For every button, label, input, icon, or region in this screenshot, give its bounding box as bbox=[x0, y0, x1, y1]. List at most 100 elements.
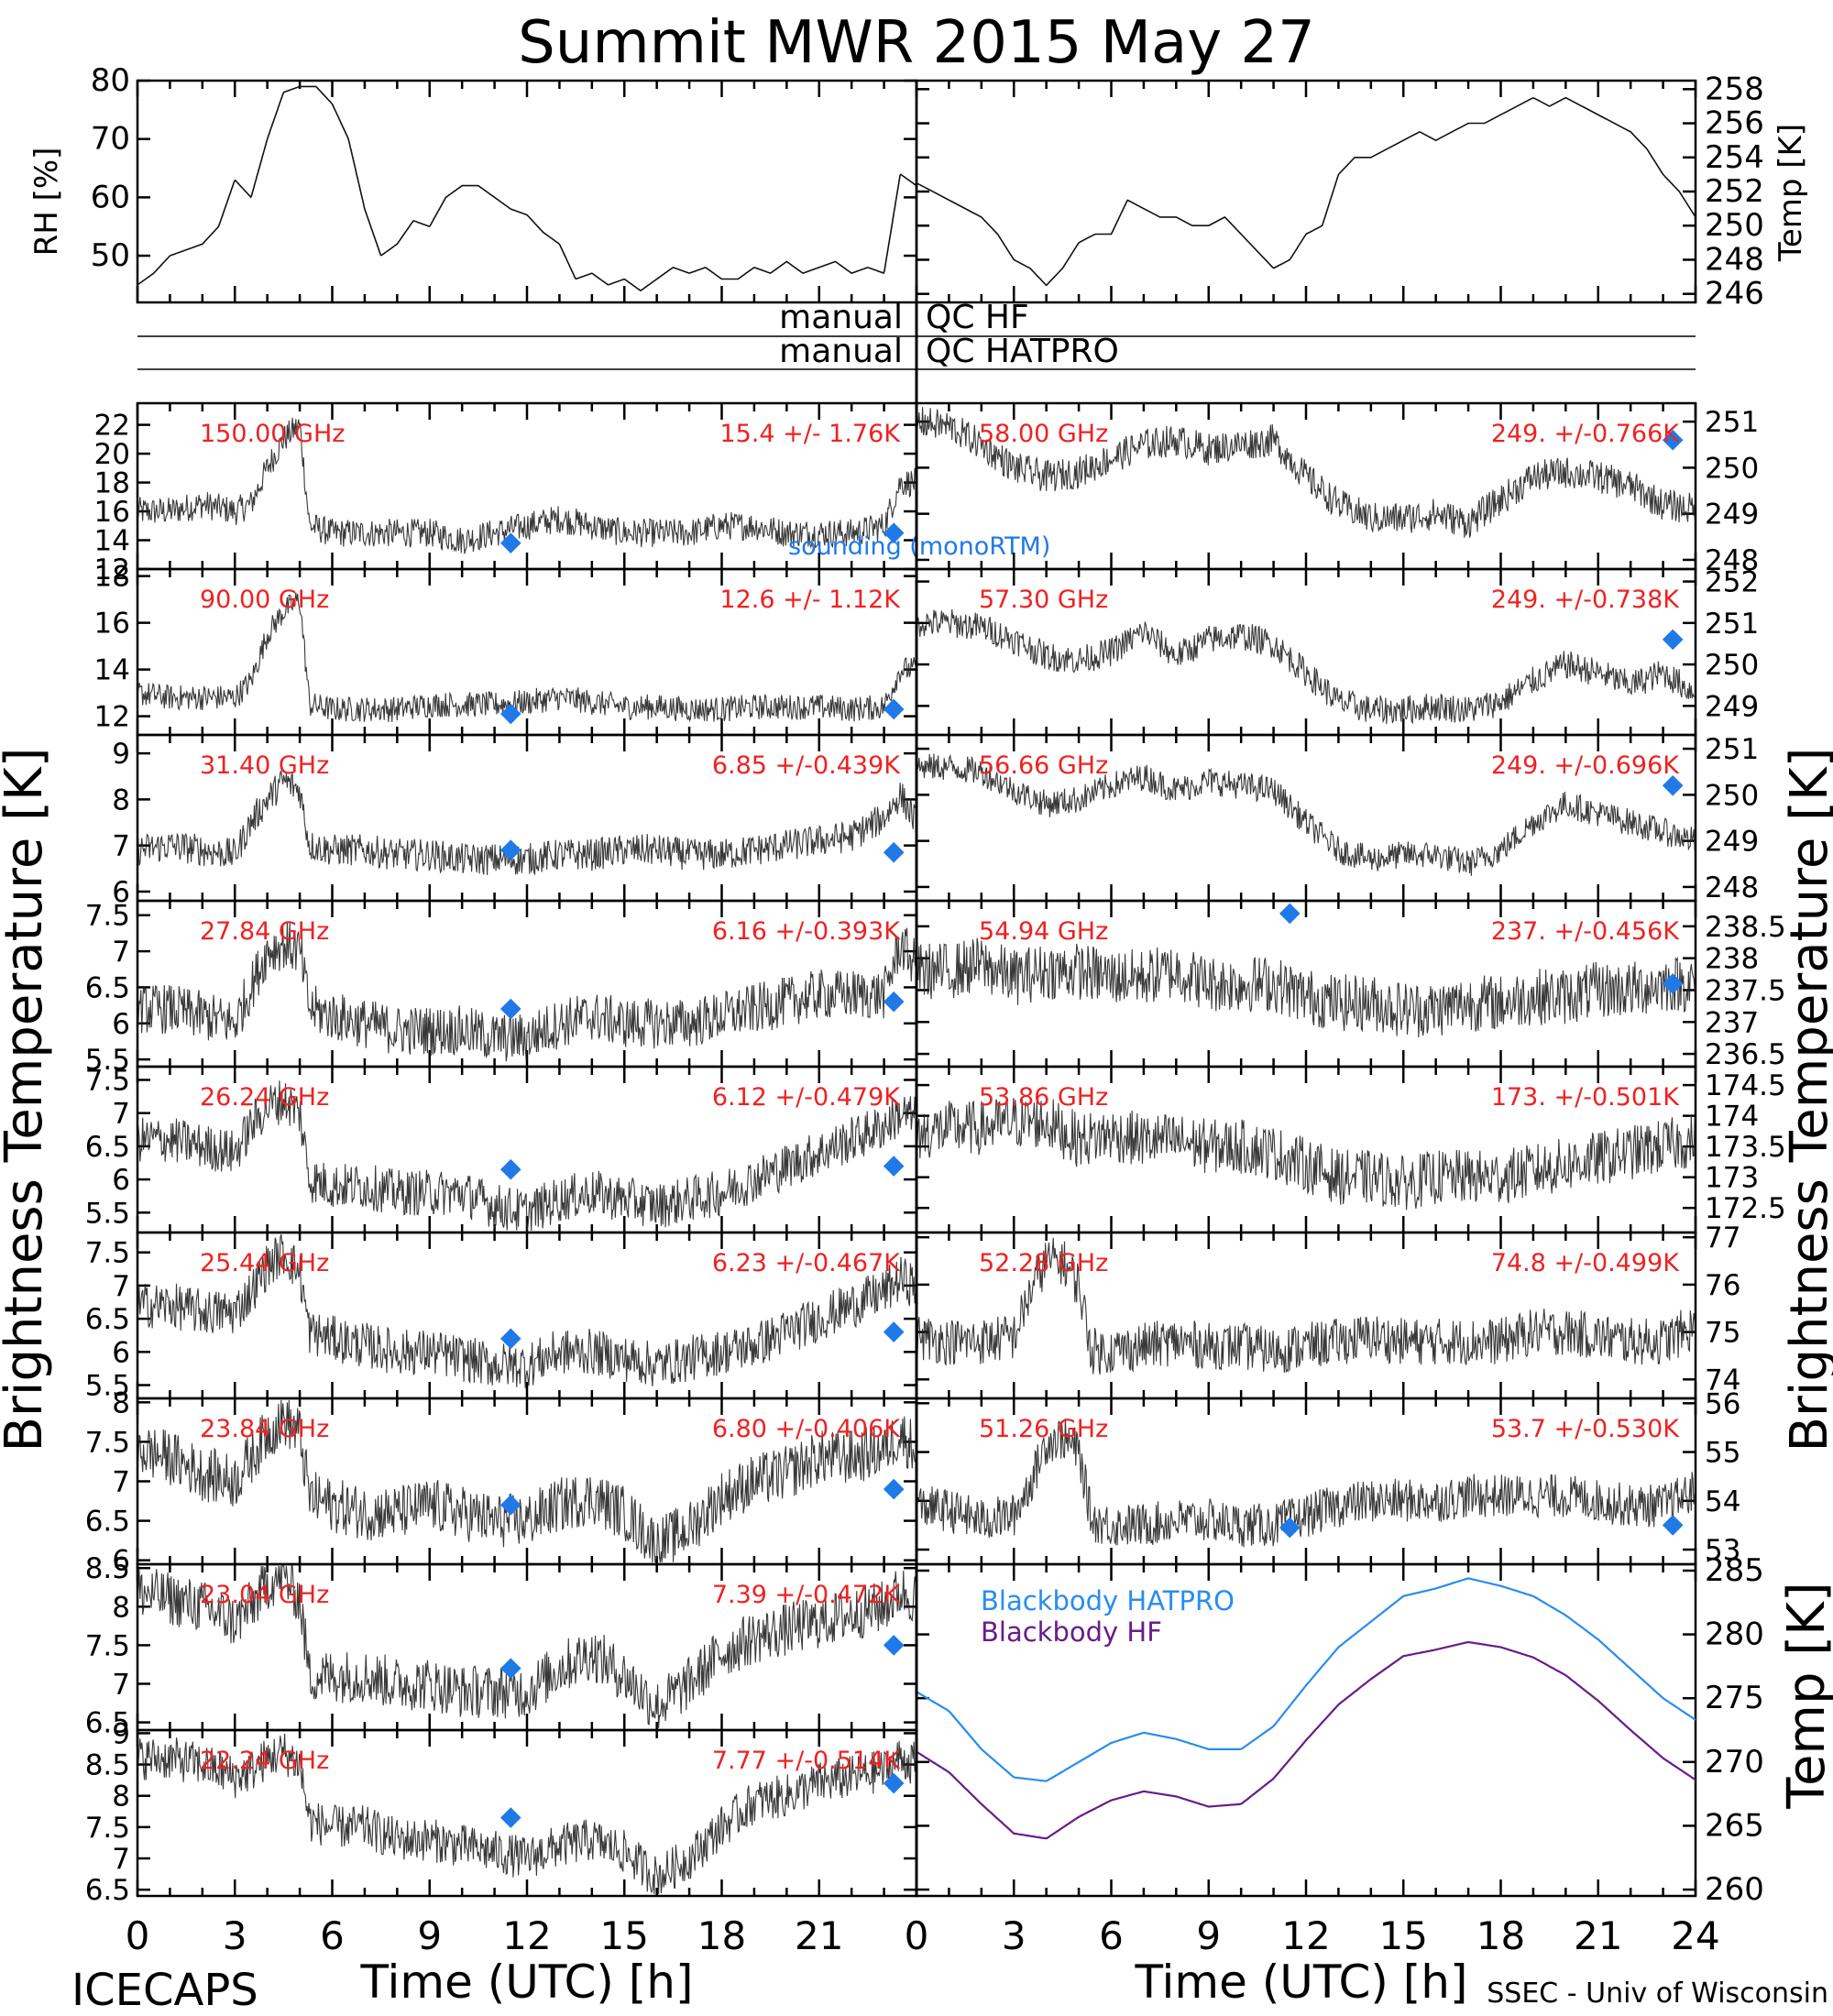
channel-stat-label: 7.39 +/-0.472K bbox=[712, 1581, 901, 1609]
panel-hatpro-57.30: 249 250 251 252 57.30 GHz 249. +/-0.738K bbox=[915, 566, 1759, 737]
y-tick-label: 7.5 bbox=[85, 1064, 130, 1097]
rh-panel-frame bbox=[136, 79, 918, 304]
y-tick-label: 8 bbox=[112, 1591, 130, 1624]
x-tick-label: 3 bbox=[1002, 1913, 1026, 1958]
y-tick-label: 5.5 bbox=[85, 1370, 130, 1403]
series-line-hatpro-51.26 bbox=[916, 1418, 1696, 1548]
y-tick-label: 270 bbox=[1705, 1744, 1764, 1780]
x-tick-label: 12 bbox=[502, 1913, 551, 1958]
x-tick-label: 9 bbox=[1196, 1913, 1221, 1958]
y-tick-label: 250 bbox=[1705, 779, 1759, 812]
series-line-hatpro-56.66 bbox=[916, 753, 1696, 876]
panel-hf-26.24: 5.566.577.5 26.24 GHz 6.12 +/-0.479K bbox=[85, 1064, 918, 1234]
channel-frequency-label: 27.84 GHz bbox=[200, 917, 329, 946]
sounding-marker bbox=[883, 841, 905, 863]
y-tick-label: 7.5 bbox=[85, 900, 130, 933]
sounding-marker bbox=[883, 1635, 905, 1656]
footer-right-label: SSEC - Univ of Wisconsin bbox=[1487, 1978, 1828, 2010]
y-tick-label: 6.5 bbox=[85, 1707, 130, 1740]
y-tick-label: 7.5 bbox=[85, 1237, 130, 1270]
sounding-marker bbox=[883, 1156, 905, 1177]
y-tick-label: 6 bbox=[112, 1545, 130, 1578]
blackbody-series-line bbox=[916, 1577, 1696, 1782]
y-tick-label: 7 bbox=[112, 1466, 130, 1499]
rh-series-line bbox=[137, 85, 917, 291]
x-tick-label: 3 bbox=[223, 1913, 247, 1958]
y-tick-label: 8.5 bbox=[85, 1552, 130, 1585]
channel-frequency-label: 51.26 GHz bbox=[979, 1415, 1108, 1443]
y-tick-label: 18 bbox=[94, 561, 130, 594]
y-tick-label: 250 bbox=[1705, 452, 1759, 485]
panel-hf-23.04: 6.5 7 7.5 8 8.5 23.04 GHz 7.39 +/-0.472K bbox=[85, 1552, 918, 1740]
panel-hf-23.84: 6 6.5 7 7.5 8 23.84 GHz 6.80 +/-0.406K bbox=[85, 1386, 918, 1578]
channel-stat-label: 15.4 +/- 1.76K bbox=[719, 420, 901, 448]
x-tick-label: 18 bbox=[1476, 1913, 1525, 1958]
temp-panel-frame bbox=[915, 79, 1697, 304]
y-tick-label: 174.5 bbox=[1705, 1069, 1786, 1102]
y-tick-label: 174 bbox=[1705, 1101, 1759, 1134]
series-line-hf-22.24 bbox=[137, 1733, 917, 1895]
channel-stat-label: 249. +/-0.766K bbox=[1491, 420, 1680, 448]
sounding-marker bbox=[499, 703, 521, 725]
y-tick-label: 248 bbox=[1705, 544, 1759, 577]
series-line-hf-26.24 bbox=[137, 1080, 917, 1232]
channel-stat-label: 6.16 +/-0.393K bbox=[712, 917, 901, 946]
y-tick-label: 265 bbox=[1705, 1807, 1764, 1844]
y-tick-label: 173 bbox=[1705, 1162, 1759, 1195]
y-tick-label: 248 bbox=[1705, 871, 1759, 904]
y-tick-label: 6 bbox=[112, 1336, 130, 1369]
y-tick-label: 252 bbox=[1705, 173, 1764, 210]
y-tick-label: 258 bbox=[1705, 71, 1764, 107]
sounding-marker bbox=[1662, 629, 1684, 651]
qc-hf-manual: manual bbox=[779, 299, 903, 336]
y-tick-label: 50 bbox=[91, 237, 130, 274]
y-tick-label: 260 bbox=[1705, 1871, 1764, 1908]
panel-hatpro-51.26: 53 54 55 56 51.26 GHz 53.7 +/-0.530K bbox=[915, 1387, 1740, 1567]
blackbody-panel: 260 265 270 275 280 285 Blackbody HATPROBlackb… bbox=[915, 1552, 1764, 1908]
x-tick-label: 6 bbox=[1099, 1913, 1124, 1958]
y-tick-label: 8.5 bbox=[85, 1749, 130, 1782]
sounding-marker bbox=[1662, 774, 1684, 796]
qc-hatpro-manual: manual bbox=[779, 333, 903, 370]
y-tick-label: 6 bbox=[112, 1008, 130, 1041]
panel-hf-22.24: 6.577.588.59 22.24 GHz 7.77 +/-0.514K bbox=[85, 1717, 918, 1907]
y-tick-label: 251 bbox=[1705, 406, 1759, 439]
channel-stat-label: 74.8 +/-0.499K bbox=[1491, 1249, 1680, 1277]
channel-frequency-label: 25.44 GHz bbox=[200, 1249, 329, 1277]
channel-stat-label: 53.7 +/-0.530K bbox=[1491, 1415, 1680, 1443]
y-tick-label: 251 bbox=[1705, 608, 1759, 641]
y-tick-label: 256 bbox=[1705, 105, 1764, 142]
channel-stat-label: 7.77 +/-0.514K bbox=[712, 1747, 901, 1775]
y-tick-label: 250 bbox=[1705, 207, 1764, 244]
sounding-marker bbox=[499, 1328, 521, 1350]
y-tick-label: 7.5 bbox=[85, 1426, 130, 1459]
y-tick-label: 248 bbox=[1705, 241, 1764, 278]
panels-group: 5060708024624825025225425625812141618202… bbox=[85, 62, 1786, 1958]
channel-frequency-label: 26.24 GHz bbox=[200, 1083, 329, 1112]
y-tick-label: 5.5 bbox=[85, 1044, 130, 1077]
y-tick-label: 254 bbox=[1705, 139, 1764, 176]
y-tick-label: 238.5 bbox=[1705, 911, 1786, 944]
series-line-hatpro-57.30 bbox=[916, 609, 1696, 725]
channel-stat-label: 6.80 +/-0.406K bbox=[712, 1415, 901, 1443]
channel-frequency-label: 52.28 GHz bbox=[979, 1249, 1108, 1277]
y-tick-label: 7 bbox=[112, 1270, 130, 1303]
series-line-hf-150 bbox=[137, 417, 917, 554]
x-tick-label: 6 bbox=[320, 1913, 345, 1958]
y-tick-label: 80 bbox=[91, 62, 130, 99]
sounding-marker bbox=[499, 1658, 521, 1679]
channel-stat-label: 6.23 +/-0.467K bbox=[712, 1249, 901, 1277]
y-tick-label: 251 bbox=[1705, 733, 1759, 766]
brightness-label-left: Brightness Temperature [K] bbox=[0, 747, 54, 1452]
y-tick-label: 8 bbox=[112, 1780, 130, 1813]
y-tick-label: 18 bbox=[94, 467, 130, 500]
y-tick-label: 7 bbox=[112, 936, 130, 969]
y-tick-label: 70 bbox=[91, 121, 130, 158]
footer-left-label: ICECAPS bbox=[71, 1965, 258, 2016]
channel-frequency-label: 54.94 GHz bbox=[979, 917, 1108, 946]
rh-axis-label: RH [%] bbox=[28, 148, 65, 257]
channel-stat-label: 237. +/-0.456K bbox=[1491, 917, 1680, 946]
